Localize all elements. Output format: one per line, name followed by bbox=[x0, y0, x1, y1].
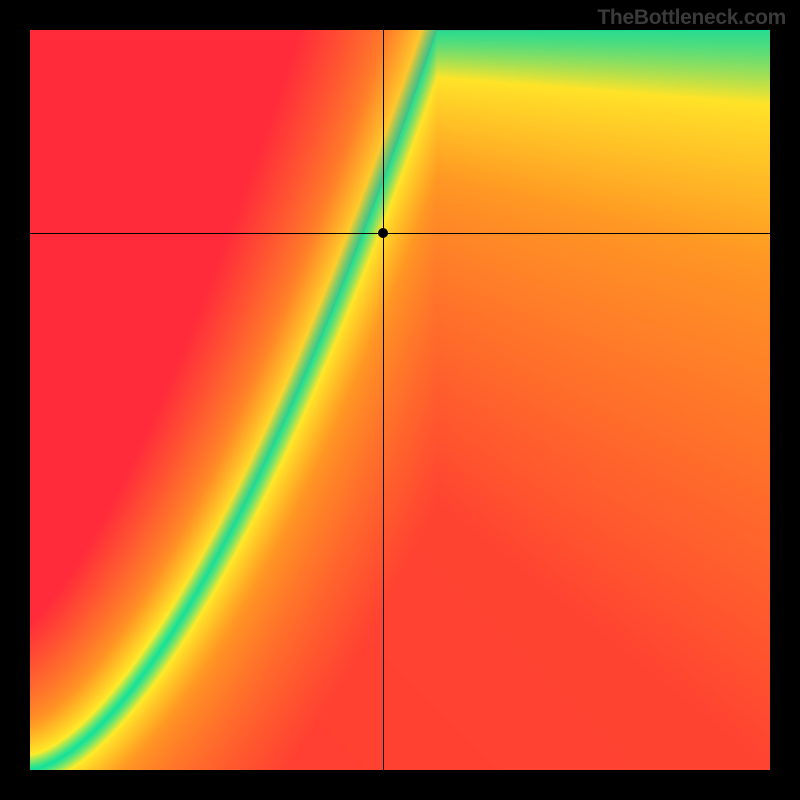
plot-area bbox=[30, 30, 770, 770]
watermark-text: TheBottleneck.com bbox=[597, 6, 786, 30]
crosshair-vertical bbox=[383, 30, 384, 770]
bottleneck-heatmap bbox=[30, 30, 770, 770]
selection-marker[interactable] bbox=[378, 228, 388, 238]
crosshair-horizontal bbox=[30, 233, 770, 234]
